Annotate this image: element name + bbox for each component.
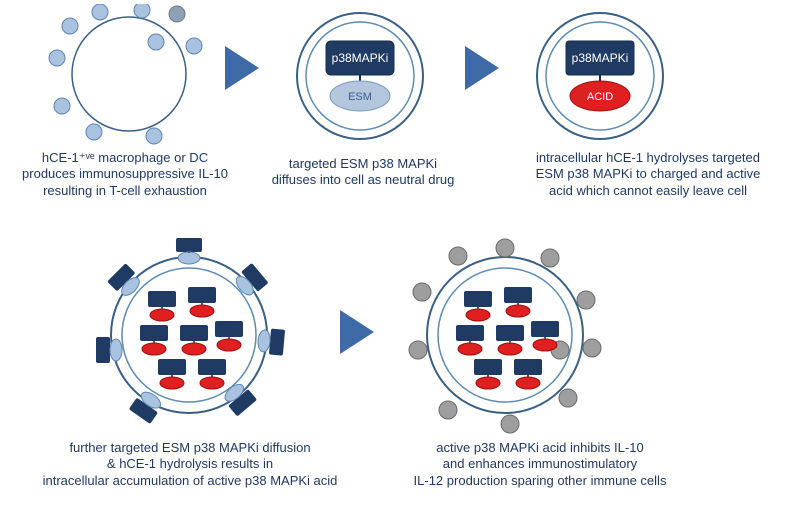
arrow-1-2 (225, 46, 259, 90)
stage-1-cell (34, 4, 214, 154)
interior-acid-units-5 (456, 287, 559, 389)
p38-label: p38MAPKi (332, 51, 389, 65)
caption-5: active p38 MAPKi acid inhibits IL-10and … (380, 440, 700, 489)
p38-label-3: p38MAPKi (572, 51, 629, 65)
caption-2: targeted ESM p38 MAPKidiffuses into cell… (258, 156, 468, 189)
caption-1: hCE-1⁺ᵛᵉ macrophage or DCproduces immuno… (0, 150, 250, 199)
interior-acid-units (140, 287, 243, 389)
arrow-2-3 (465, 46, 499, 90)
caption-4: further targeted ESM p38 MAPKi diffusion… (20, 440, 360, 489)
acid-label: ACID (587, 91, 613, 103)
caption-3: intracellular hCE-1 hydrolyses targetedE… (498, 150, 798, 199)
stage-5-cell (400, 230, 610, 440)
stage-3-cell: p38MAPKi ACID (515, 4, 685, 154)
stage-2-cell: p38MAPKi ESM (275, 4, 445, 154)
esm-label: ESM (348, 91, 372, 103)
stage-4-cell (84, 230, 294, 440)
arrow-4-5 (340, 310, 374, 354)
